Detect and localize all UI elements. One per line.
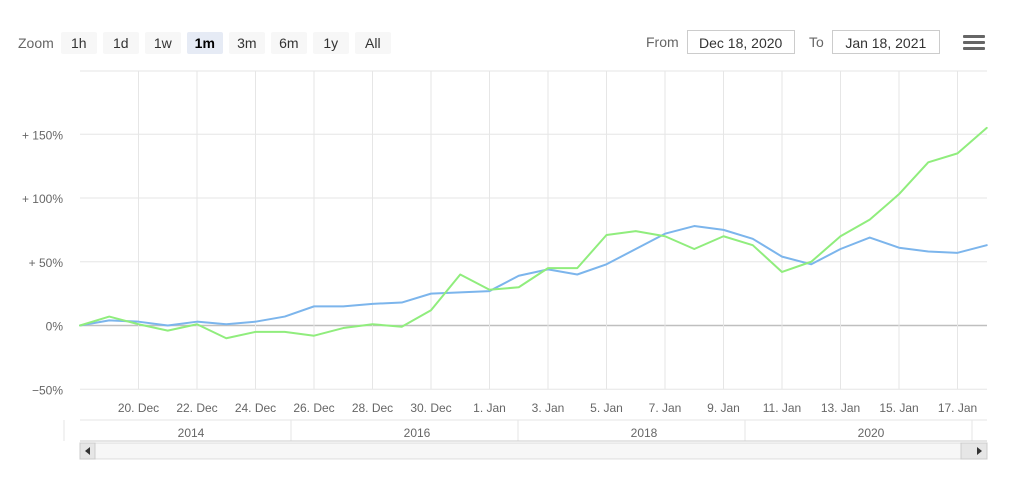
x-tick-label: 30. Dec [410,401,451,415]
to-label: To [809,34,824,50]
range-selector-zoom: Zoom 1h 1d 1w 1m 3m 6m 1y All [18,32,397,54]
x-tick-label: 9. Jan [707,401,740,415]
x-tick-label: 13. Jan [821,401,860,415]
navigator: 2014 2016 2018 2020 [63,419,988,460]
from-label: From [646,34,679,50]
y-tick-label: −50% [32,383,63,397]
arrow-left-icon [85,447,90,455]
zoom-button-all[interactable]: All [354,32,391,54]
y-tick-label: + 50% [29,256,64,270]
x-tick-label: 28. Dec [352,401,393,415]
navigator-year-label: 2016 [404,426,431,440]
zoom-button-1w[interactable]: 1w [144,32,181,54]
x-tick-label: 26. Dec [293,401,334,415]
x-tick-label: 11. Jan [763,401,801,415]
zoom-button-1d[interactable]: 1d [102,32,139,54]
x-axis: 20. Dec 22. Dec 24. Dec 26. Dec 28. Dec 30. D… [118,401,977,415]
x-tick-label: 24. Dec [235,401,276,415]
series-line-1 [79,225,988,327]
series-line-2 [79,126,988,340]
x-tick-label: 3. Jan [532,401,565,415]
series-group [79,126,988,340]
navigator-year-label: 2014 [178,426,205,440]
x-tick-label: 22. Dec [176,401,217,415]
x-tick-label: 17. Jan [938,401,977,415]
scroll-left-button [79,442,96,460]
x-tick-label: 20. Dec [118,401,159,415]
to-date-input[interactable]: Jan 18, 2021 [831,30,940,54]
y-tick-label: + 150% [22,128,63,142]
x-tick-label: 1. Jan [473,401,506,415]
scrollbar-track [79,442,988,460]
x-tick-label: 15. Jan [879,401,918,415]
to-date-group: To Jan 18, 2021 [809,30,940,54]
x-tick-label: 7. Jan [649,401,682,415]
x-tick-label: 5. Jan [590,401,623,415]
from-date-group: From Dec 18, 2020 [646,30,795,54]
grid [80,70,987,390]
navigator-year-label: 2020 [858,426,885,440]
y-tick-label: + 100% [22,192,63,206]
y-axis: −50% 0% + 50% + 100% + 150% [22,128,63,397]
from-date-input[interactable]: Dec 18, 2020 [686,30,795,54]
arrow-right-icon [977,447,982,455]
y-tick-label: 0% [46,320,64,334]
scroll-right-button [960,442,988,460]
zoom-button-1h[interactable]: 1h [60,32,97,54]
zoom-button-1y[interactable]: 1y [312,32,349,54]
hamburger-menu-icon[interactable] [963,35,985,53]
zoom-label: Zoom [18,35,54,51]
scrollbar-thumb [95,444,961,458]
zoom-button-1m[interactable]: 1m [186,32,223,54]
navigator-year-label: 2018 [631,426,658,440]
zoom-button-3m[interactable]: 3m [228,32,265,54]
zoom-button-6m[interactable]: 6m [270,32,307,54]
